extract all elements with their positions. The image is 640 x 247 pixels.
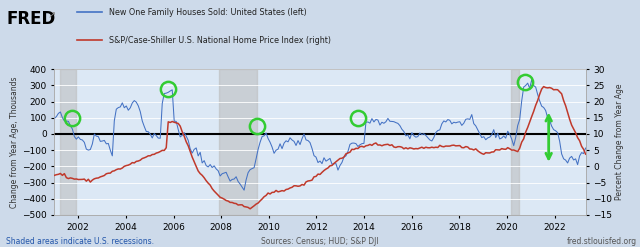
- Text: New One Family Houses Sold: United States (left): New One Family Houses Sold: United State…: [109, 8, 307, 17]
- Y-axis label: Change from Year Age, Thousands: Change from Year Age, Thousands: [10, 76, 19, 208]
- Bar: [60, 69, 76, 215]
- Y-axis label: Percent Change from Year Age: Percent Change from Year Age: [615, 84, 624, 200]
- Text: FRED: FRED: [6, 10, 56, 28]
- Text: S&P/Case-Shiller U.S. National Home Price Index (right): S&P/Case-Shiller U.S. National Home Pric…: [109, 36, 331, 45]
- Text: Shaded areas indicate U.S. recessions.: Shaded areas indicate U.S. recessions.: [6, 237, 154, 246]
- Bar: [220, 69, 257, 215]
- Text: Sources: Census; HUD; S&P DJI: Sources: Census; HUD; S&P DJI: [261, 237, 379, 246]
- Text: ↗: ↗: [48, 10, 56, 20]
- Text: fred.stlouisfed.org: fred.stlouisfed.org: [566, 237, 637, 246]
- Bar: [511, 69, 519, 215]
